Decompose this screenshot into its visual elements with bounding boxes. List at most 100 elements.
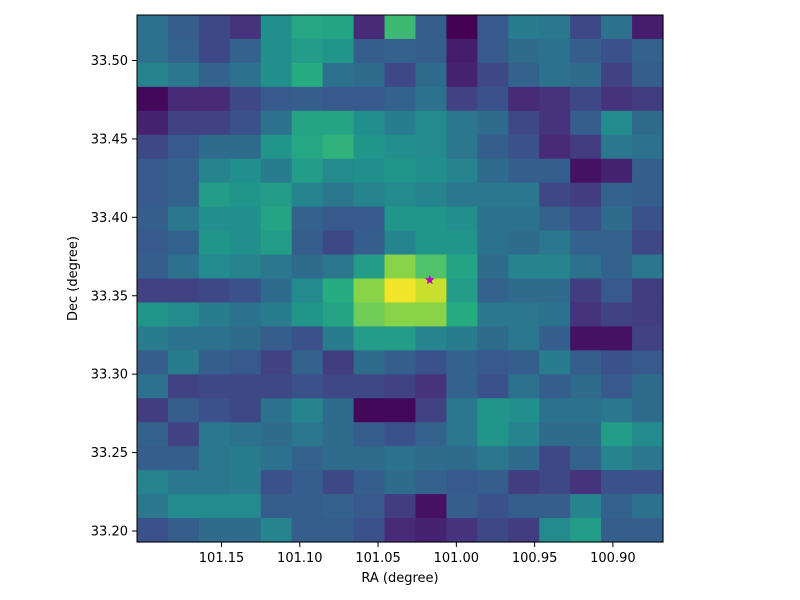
heatmap-cell <box>570 350 602 375</box>
heatmap-cell <box>415 326 448 351</box>
heatmap-cell <box>229 494 262 519</box>
x-tick-label: 101.15 <box>199 551 245 566</box>
heatmap-cell <box>353 518 386 543</box>
heatmap-cell <box>446 110 478 136</box>
heatmap-cell <box>508 230 540 256</box>
heatmap-cell <box>446 278 478 304</box>
heatmap-cell <box>570 326 602 351</box>
heatmap-cell <box>508 278 540 304</box>
y-axis-label: Dec (degree) <box>66 236 81 321</box>
heatmap-cell <box>632 422 664 447</box>
y-tick-label: 33.40 <box>91 211 128 226</box>
heatmap-cell <box>415 302 448 327</box>
heatmap-cell <box>137 15 169 40</box>
heatmap-cell <box>415 182 448 208</box>
heatmap-cell <box>291 470 324 495</box>
heatmap-cell <box>508 398 540 423</box>
heatmap-cell <box>384 326 417 351</box>
heatmap-cell <box>446 134 478 160</box>
heatmap-cell <box>632 15 664 40</box>
heatmap-cell <box>167 110 200 136</box>
heatmap-cell <box>539 422 571 447</box>
heatmap-cell <box>198 326 231 351</box>
heatmap-cell <box>137 398 169 423</box>
heatmap-cell <box>353 470 386 495</box>
heatmap-cell <box>353 134 386 160</box>
heatmap-cell <box>446 230 478 256</box>
heatmap-cell <box>477 350 509 375</box>
heatmap-cell <box>570 206 602 232</box>
heatmap-cell <box>601 398 633 423</box>
heatmap-cell <box>229 278 262 304</box>
heatmap-cell <box>601 422 633 447</box>
heatmap-cell <box>137 278 169 304</box>
heatmap-cell <box>539 86 571 112</box>
heatmap-cell <box>601 302 633 327</box>
heatmap-cell <box>477 230 509 256</box>
heatmap-cell <box>229 422 262 447</box>
heatmap-cell <box>229 86 262 112</box>
heatmap-cell <box>632 326 664 351</box>
heatmap-cell <box>260 110 293 136</box>
heatmap-cell <box>198 15 231 40</box>
heatmap-cell <box>632 446 664 471</box>
heatmap-cell <box>384 422 417 447</box>
heatmap-cell <box>539 254 571 280</box>
heatmap-cell <box>353 446 386 471</box>
heatmap-cell <box>291 86 324 112</box>
heatmap-cell <box>415 134 448 160</box>
heatmap-cell <box>322 15 355 40</box>
heatmap-cell <box>353 182 386 208</box>
heatmap-cell <box>353 110 386 136</box>
heatmap-cell <box>291 302 324 327</box>
heatmap-cell <box>322 62 355 88</box>
heatmap-cell <box>260 134 293 160</box>
heatmap-cell <box>291 182 324 208</box>
heatmap-cell <box>570 62 602 88</box>
heatmap-cell <box>291 110 324 136</box>
heatmap-cell <box>508 134 540 160</box>
heatmap-cell <box>477 398 509 423</box>
heatmap-cell <box>353 374 386 399</box>
y-tick-label: 33.25 <box>91 446 128 461</box>
heatmap-cell <box>260 446 293 471</box>
heatmap-cell <box>601 62 633 88</box>
heatmap-cell <box>291 518 324 543</box>
heatmap-cell <box>539 518 571 543</box>
heatmap-cell <box>446 158 478 184</box>
heatmap-cell <box>570 134 602 160</box>
heatmap-cell <box>570 374 602 399</box>
heatmap-cell <box>229 302 262 327</box>
heatmap-cell <box>632 278 664 304</box>
heatmap-cell <box>167 518 200 543</box>
heatmap-cell <box>198 134 231 160</box>
heatmap-cell <box>477 182 509 208</box>
heatmap-cell <box>353 302 386 327</box>
heatmap-cell <box>198 350 231 375</box>
heatmap-cell <box>570 518 602 543</box>
heatmap-cell <box>601 158 633 184</box>
heatmap-cell <box>322 86 355 112</box>
heatmap-cell <box>415 350 448 375</box>
heatmap-cell <box>322 230 355 256</box>
heatmap-cell <box>198 494 231 519</box>
heatmap-cell <box>508 374 540 399</box>
heatmap-cell <box>137 206 169 232</box>
heatmap-cell <box>260 38 293 64</box>
heatmap-cell <box>260 62 293 88</box>
heatmap-cell <box>167 374 200 399</box>
heatmap-cell <box>260 398 293 423</box>
heatmap-cell <box>508 206 540 232</box>
heatmap-cell <box>477 254 509 280</box>
heatmap-cell <box>477 302 509 327</box>
heatmap-cell <box>229 518 262 543</box>
heatmap-cell <box>229 470 262 495</box>
heatmap-cell <box>415 254 448 280</box>
heatmap-cell <box>322 350 355 375</box>
heatmap-cell <box>415 15 448 40</box>
heatmap-cell <box>446 86 478 112</box>
heatmap-cell <box>601 446 633 471</box>
heatmap-cell <box>632 470 664 495</box>
heatmap-cell <box>353 494 386 519</box>
